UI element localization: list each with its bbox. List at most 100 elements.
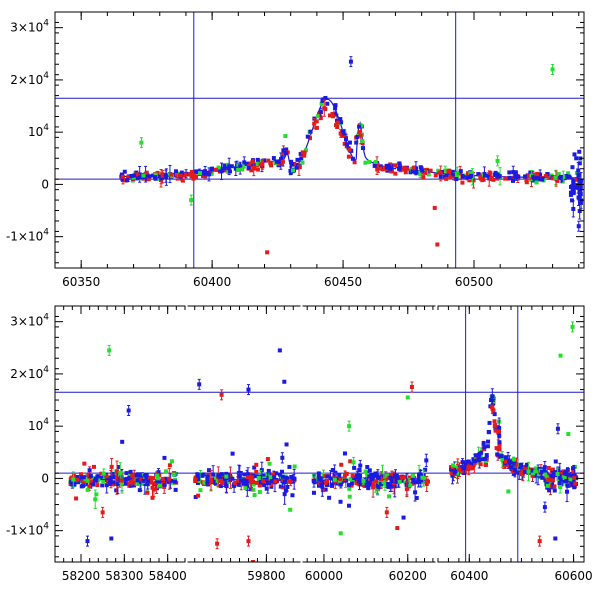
data-point bbox=[350, 473, 355, 478]
data-point bbox=[358, 482, 363, 487]
data-point bbox=[81, 475, 86, 480]
data-point bbox=[150, 495, 155, 500]
data-point bbox=[559, 477, 564, 482]
data-point bbox=[265, 475, 270, 480]
data-point bbox=[348, 459, 353, 464]
data-point bbox=[476, 455, 481, 460]
data-point bbox=[240, 478, 245, 483]
data-point bbox=[403, 170, 408, 175]
data-point bbox=[443, 168, 448, 173]
data-point bbox=[131, 175, 136, 180]
data-point bbox=[530, 473, 535, 478]
data-point bbox=[283, 488, 288, 493]
data-point bbox=[156, 470, 161, 475]
data-point bbox=[543, 478, 548, 483]
data-point bbox=[255, 157, 260, 162]
data-point bbox=[572, 485, 577, 490]
data-point bbox=[562, 473, 567, 478]
data-point bbox=[100, 510, 105, 515]
data-point bbox=[509, 465, 514, 470]
data-point bbox=[577, 149, 582, 154]
data-point bbox=[469, 461, 474, 466]
data-point bbox=[555, 426, 560, 431]
data-point bbox=[574, 177, 579, 182]
data-point bbox=[104, 483, 109, 488]
data-point bbox=[347, 503, 352, 508]
data-point bbox=[392, 480, 397, 485]
data-point bbox=[551, 475, 556, 480]
axis-break-top bbox=[185, 304, 188, 307]
data-point bbox=[279, 469, 284, 474]
data-point bbox=[246, 165, 251, 170]
data-point bbox=[365, 472, 370, 477]
data-point bbox=[442, 174, 447, 179]
data-point bbox=[87, 484, 92, 489]
data-point bbox=[524, 462, 529, 467]
data-point bbox=[295, 157, 300, 162]
data-point bbox=[567, 174, 572, 179]
data-point bbox=[374, 479, 379, 484]
data-point bbox=[456, 471, 461, 476]
data-point bbox=[107, 348, 112, 353]
data-point bbox=[206, 468, 211, 473]
data-point bbox=[281, 151, 286, 156]
data-point bbox=[393, 163, 398, 168]
data-point bbox=[497, 440, 502, 445]
data-point bbox=[100, 483, 105, 488]
data-point bbox=[378, 164, 383, 169]
data-point bbox=[363, 160, 368, 165]
data-point bbox=[236, 471, 241, 476]
data-point bbox=[561, 174, 566, 179]
data-point bbox=[323, 474, 328, 479]
data-point bbox=[388, 166, 393, 171]
data-point bbox=[576, 168, 581, 173]
data-point bbox=[271, 156, 276, 161]
data-point bbox=[213, 167, 218, 172]
data-point bbox=[458, 169, 463, 174]
data-point bbox=[325, 101, 330, 106]
data-point bbox=[95, 483, 100, 488]
data-point bbox=[93, 497, 98, 502]
data-point bbox=[220, 167, 225, 172]
data-point bbox=[307, 136, 312, 141]
data-point bbox=[483, 462, 488, 467]
data-point bbox=[183, 172, 188, 177]
data-point bbox=[189, 198, 194, 203]
data-point bbox=[570, 324, 575, 329]
data-point bbox=[504, 456, 509, 461]
data-point bbox=[552, 488, 557, 493]
data-point bbox=[256, 475, 261, 480]
data-point bbox=[122, 169, 127, 174]
data-point bbox=[294, 165, 299, 170]
data-point bbox=[553, 536, 558, 541]
data-point bbox=[224, 474, 229, 479]
data-point bbox=[327, 495, 332, 500]
data-point bbox=[454, 177, 459, 182]
data-point bbox=[471, 178, 476, 183]
data-point bbox=[503, 176, 508, 181]
data-point bbox=[337, 473, 342, 478]
data-point bbox=[571, 469, 576, 474]
data-point bbox=[146, 177, 151, 182]
data-point bbox=[197, 171, 202, 176]
plot-frame bbox=[54, 11, 585, 269]
data-point bbox=[346, 483, 351, 488]
data-point bbox=[157, 473, 162, 478]
data-point bbox=[551, 176, 556, 181]
data-point bbox=[364, 483, 369, 488]
data-point bbox=[91, 464, 96, 469]
data-point bbox=[542, 465, 547, 470]
data-point bbox=[519, 463, 524, 468]
data-point bbox=[568, 190, 573, 195]
data-point bbox=[361, 478, 366, 483]
data-point bbox=[535, 171, 540, 176]
data-point bbox=[481, 441, 486, 446]
data-point bbox=[402, 165, 407, 170]
data-point bbox=[251, 482, 256, 487]
data-point bbox=[196, 477, 201, 482]
plot-area bbox=[55, 12, 584, 268]
data-point bbox=[162, 455, 167, 460]
data-point bbox=[312, 121, 317, 126]
data-point bbox=[145, 490, 150, 495]
data-point bbox=[398, 165, 403, 170]
